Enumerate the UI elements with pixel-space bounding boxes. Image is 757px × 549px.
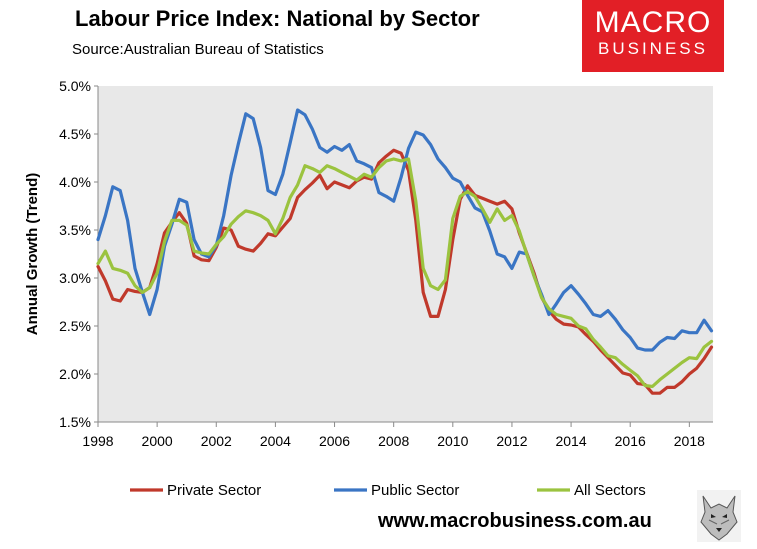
- wolf-mascot-icon: [697, 490, 741, 542]
- x-tick-label: 2018: [674, 433, 705, 449]
- y-tick-label: 5.0%: [59, 78, 91, 94]
- y-axis-label: Annual Growth (Trend): [24, 173, 41, 336]
- x-tick-label: 2006: [319, 433, 350, 449]
- y-tick-label: 1.5%: [59, 414, 91, 430]
- x-tick-label: 1998: [82, 433, 113, 449]
- x-tick-label: 2004: [260, 433, 291, 449]
- x-tick-label: 2014: [555, 433, 586, 449]
- series-line-all-sectors: [96, 157, 714, 389]
- macrobusiness-logo: MACRO BUSINESS: [582, 0, 724, 72]
- x-tick-label: 2002: [201, 433, 232, 449]
- y-tick-label: 4.5%: [59, 126, 91, 142]
- y-tick-label: 2.5%: [59, 318, 91, 334]
- series-lines: [96, 108, 714, 395]
- x-tick-label: 2008: [378, 433, 409, 449]
- x-tick-label: 2000: [142, 433, 173, 449]
- y-tick-label: 4.0%: [59, 174, 91, 190]
- legend-label: Private Sector: [167, 482, 261, 499]
- y-tick-label: 2.0%: [59, 366, 91, 382]
- y-axis-ticks: 1.5% 2.0% 2.5% 3.0% 3.5% 4.0% 4.5% 5.0%: [59, 78, 98, 430]
- chart-title: Labour Price Index: National by Sector: [75, 6, 480, 31]
- y-tick-label: 3.0%: [59, 270, 91, 286]
- x-axis-ticks: 1998 2000 2002 2004 2006 2008 2010 2012 2014 2016…: [82, 422, 705, 449]
- x-tick-label: 2010: [437, 433, 468, 449]
- legend: Private Sector Public Sector All Sectors: [130, 482, 646, 499]
- source-note: Source:Australian Bureau of Statistics: [72, 41, 324, 58]
- x-tick-label: 2016: [615, 433, 646, 449]
- y-tick-label: 3.5%: [59, 222, 91, 238]
- logo-line1: MACRO: [594, 6, 712, 39]
- logo-line2: BUSINESS: [598, 39, 708, 58]
- legend-label: All Sectors: [574, 482, 646, 499]
- x-tick-label: 2012: [496, 433, 527, 449]
- legend-label: Public Sector: [371, 482, 459, 499]
- website-url: www.macrobusiness.com.au: [378, 510, 652, 532]
